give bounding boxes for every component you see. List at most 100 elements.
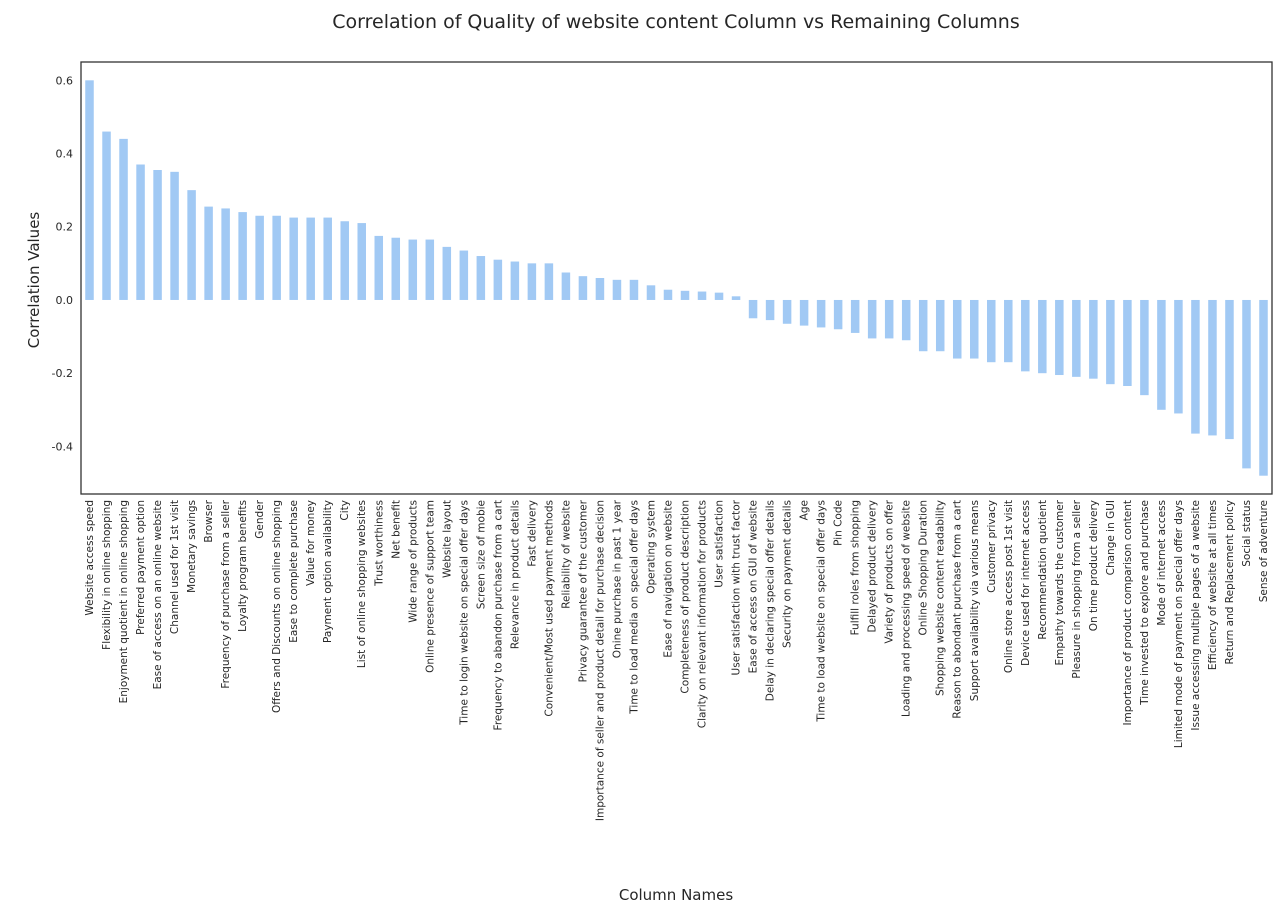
x-tick-label: Gender [254, 499, 266, 538]
x-tick-label: Loading and processing speed of website [901, 500, 913, 717]
x-tick-label: Social status [1241, 500, 1253, 567]
x-tick-label: Operating system [645, 500, 657, 594]
x-tick-label: Customer privacy [986, 500, 998, 593]
bar [765, 299, 775, 321]
bar-series [85, 80, 1268, 476]
bar [1259, 299, 1268, 476]
plot-frame [80, 61, 1273, 495]
bar [459, 250, 469, 300]
x-tick-label: Mode of internet access [1156, 500, 1168, 626]
bar [221, 208, 230, 300]
bar [170, 171, 179, 300]
x-tick-label: Monetary savings [186, 500, 198, 593]
bar [1106, 299, 1115, 385]
bar [1123, 299, 1132, 386]
bar [987, 299, 996, 363]
bar [510, 261, 520, 300]
x-tick-label: Privacy guarantee of the customer [577, 499, 589, 682]
x-tick-label: Preferred payment option [135, 500, 147, 635]
x-tick-label: Importance of seller and product detail … [594, 500, 606, 821]
x-tick-label: Value for money [305, 500, 317, 586]
x-tick-label: Delay in declaring special offer details [765, 500, 777, 701]
bar [799, 299, 809, 326]
bar [187, 190, 196, 300]
bar [527, 263, 537, 300]
x-tick-label: Onine purchase in past 1 year [611, 499, 623, 658]
bar [1004, 299, 1013, 363]
x-tick-label: Time to load website on special offer da… [816, 500, 828, 723]
x-tick-label: Time to load media on special offer days [628, 500, 640, 715]
bar [425, 239, 435, 300]
bar [867, 299, 877, 339]
bar [578, 276, 588, 300]
bar [306, 217, 315, 300]
bar [952, 299, 962, 359]
x-tick-label: Support availability via various means [969, 500, 981, 701]
bar [697, 291, 707, 300]
bar [272, 215, 281, 300]
bar [1021, 299, 1030, 372]
bar [544, 263, 554, 300]
x-tick-label: Variety of products on offer [884, 499, 896, 643]
bar [970, 299, 979, 359]
bar [102, 131, 111, 300]
x-tick-label: Wide range of products [407, 500, 419, 623]
x-tick-label: Reason to abondant purchase from a cart [952, 500, 964, 719]
bar [1174, 299, 1183, 414]
bar [1038, 299, 1047, 374]
x-tick-label: Channel used for 1st visit [169, 500, 181, 634]
x-tick-label: Website access speed [84, 500, 96, 616]
bar [782, 299, 792, 324]
bar [1191, 299, 1200, 434]
bar [493, 259, 503, 300]
y-tick-label: 0.2 [56, 221, 74, 234]
x-tick-label: Shopping website content readability [935, 500, 947, 696]
x-tick-label: Loyalty program benefits [237, 500, 249, 632]
x-tick-label: Online store access post 1st visit [1003, 500, 1015, 673]
bar [85, 80, 94, 300]
x-tick-label: Issue accessing multiple pages of a webs… [1190, 500, 1202, 731]
x-tick-label: Completeness of product description [680, 500, 692, 694]
x-tick-label: Payment option availability [322, 500, 334, 643]
x-tick-label: Screen size of mobie [475, 500, 487, 609]
x-tick-label: Frequency to abandon purchase from a car… [492, 500, 504, 730]
bar [136, 164, 145, 300]
chart-title: Correlation of Quality of website conten… [332, 11, 1019, 33]
x-tick-label: Reliability of website [560, 500, 572, 609]
bar [1055, 299, 1064, 376]
bar [918, 299, 928, 352]
x-tick-label: Efficiency of website at all times [1207, 500, 1219, 670]
bar [748, 299, 758, 319]
y-tick-label: -0.2 [52, 367, 73, 380]
bar [1157, 299, 1166, 410]
y-tick-label: -0.4 [52, 440, 73, 453]
x-tick-label: Empathy towards the customer [1054, 499, 1066, 665]
x-tick-label: City [339, 500, 351, 521]
bar [1072, 299, 1081, 377]
x-tick-label: Sense of adventure [1258, 500, 1270, 602]
bar [935, 299, 945, 352]
bar [255, 215, 264, 300]
bar [1225, 299, 1234, 440]
bar [884, 299, 894, 339]
x-tick-label: Ease of navigation on website [662, 500, 674, 658]
x-tick-label: On time product delivery [1088, 500, 1100, 631]
bar [731, 296, 741, 300]
bar [238, 212, 247, 300]
bar [119, 138, 128, 300]
x-tick-label: Browser [203, 499, 215, 542]
x-tick-label: Device used for internet access [1020, 500, 1032, 666]
x-tick-label: Net benefit [390, 500, 402, 559]
bar [323, 217, 332, 300]
x-tick-label: Delayed product delivery [867, 500, 879, 632]
bar [561, 272, 571, 300]
y-axis: -0.4 -0.2 0.0 0.2 0.4 0.6 [52, 74, 74, 453]
bar [850, 299, 860, 333]
bar [612, 279, 622, 300]
x-tick-label: User satisfaction with trust factor [731, 499, 743, 675]
x-tick-label: Ease of access on an online website [152, 500, 164, 689]
bar [357, 223, 366, 300]
x-tick-label: List of online shopping websites [356, 500, 368, 668]
x-tick-label: Pleasure in shopping from a seller [1071, 499, 1083, 678]
